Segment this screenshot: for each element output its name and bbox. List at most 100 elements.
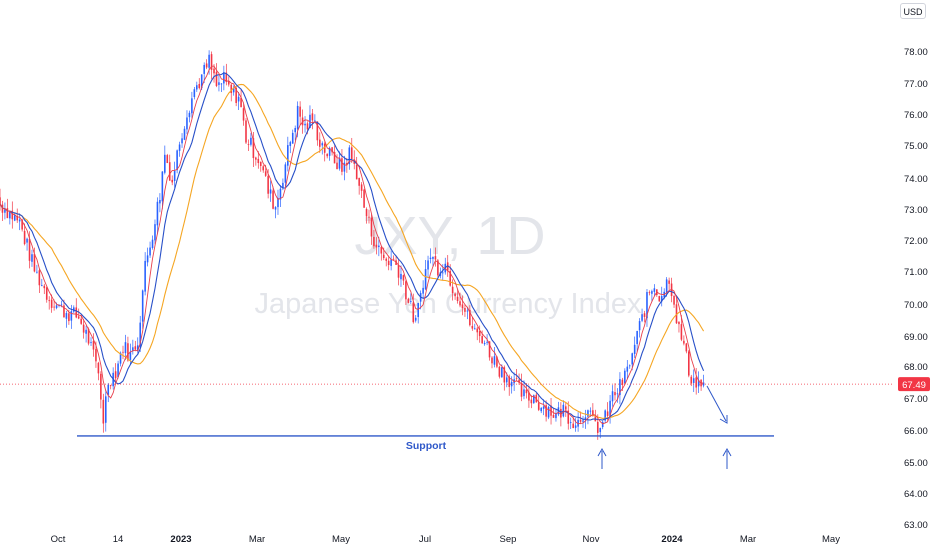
candle-body [589,410,592,412]
candle-body [203,64,205,74]
candle-body [397,264,400,278]
candle-body [304,123,306,126]
candle-body [45,287,48,300]
candle-body [139,322,142,347]
candle-body [127,343,129,361]
moving-average-orange [0,83,705,419]
candle-body [156,201,159,226]
candle-body [178,144,181,151]
candle-body [28,238,31,261]
x-tick-label: Mar [740,534,756,545]
candle-body [321,143,324,146]
candle-body [442,272,444,274]
candle-body [257,158,260,164]
support-label: Support [406,440,447,452]
candle-body [63,305,65,318]
candle-body [223,72,225,84]
candle-body [95,349,97,362]
candle-body [346,163,348,165]
candle-body [242,108,245,121]
candle-body [213,68,215,74]
candle-body [218,82,220,85]
x-tick-label: May [822,534,840,545]
candle-body [461,304,464,309]
candle-body [277,198,279,208]
candle-body [132,347,134,351]
candle-body [272,190,274,209]
candle-body [451,286,454,294]
candle-body [331,147,333,153]
candle-body [614,392,616,396]
candle-body [314,120,316,122]
candle-body [80,318,82,324]
candle-body [400,273,402,280]
candle-body [552,414,555,418]
candle-body [641,314,643,321]
candle-body [38,270,41,286]
candle-body [53,306,55,308]
candle-body [616,393,619,395]
candle-body [90,342,92,343]
candle-body [429,257,432,259]
candle-body [624,370,626,384]
candle-body [326,153,328,157]
candle-body [237,96,240,102]
candle-body [159,200,161,204]
candle-body [633,344,636,354]
candle-body [311,113,314,121]
candle-body [279,188,282,200]
candle-body [643,313,646,317]
candle-body [341,158,343,172]
candle-body [473,328,476,330]
x-tick-label: Jul [419,534,431,545]
currency-button[interactable]: USD [900,3,926,19]
down-projection-head [719,415,728,424]
candle-body [296,105,299,130]
candle-body [232,87,235,93]
candle-body [638,321,641,331]
candle-body [26,238,28,243]
candle-body [680,324,683,340]
candle-body [193,89,196,98]
candle-body [75,307,78,318]
candle-body [333,152,336,164]
candle-body [493,356,496,365]
candle-body [636,331,638,345]
candle-body [675,304,678,324]
candle-body [13,215,16,221]
candle-body [410,301,412,302]
candle-body [609,400,611,417]
candle-body [692,378,695,383]
down-projection-shaft [706,385,727,422]
candle-body [596,421,599,433]
candle-body [520,382,523,397]
candle-body [50,299,53,308]
candle-body [267,176,269,194]
candle-body [161,171,164,202]
candle-body [660,296,663,302]
candle-body [653,288,656,292]
candle-body [43,285,46,289]
candle-body [424,269,427,290]
candle-body [122,351,124,353]
candle-body [688,351,690,376]
x-tick-label: 2023 [170,534,191,545]
candle-body [55,305,58,309]
candle-body [247,144,250,145]
candle-body [316,121,319,141]
y-tick-label: 70.00 [904,300,928,311]
candle-body [176,150,178,171]
candle-body [587,410,589,417]
candle-body [567,410,570,424]
candle-body [168,162,171,181]
candle-body [434,256,437,260]
candle-body [21,219,23,230]
candle-body [486,342,488,343]
candle-body [191,98,193,114]
candle-body [427,260,429,270]
last-price-tag [898,377,930,392]
candle-body [471,325,474,329]
candle-body [336,162,338,169]
